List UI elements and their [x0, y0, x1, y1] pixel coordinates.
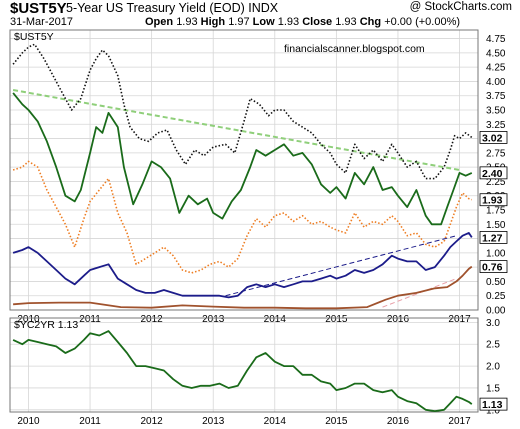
close-label: Close [302, 16, 333, 28]
lower-y-tick-label: 3.0 [486, 318, 500, 329]
lower-x-tick-label: 2013 [202, 416, 225, 427]
main-y-tick-label: 0.25 [486, 291, 506, 302]
lower-x-tick-label: 2015 [325, 416, 348, 427]
main-y-tick-label: 2.25 [486, 177, 506, 188]
end-value-label: 0.76 [482, 262, 503, 274]
end-value-box [479, 193, 508, 207]
lower-y-tick-label: 2.5 [486, 340, 500, 351]
date-label: 31-Mar-2017 [10, 16, 73, 28]
end-value-label: 1.93 [482, 195, 503, 207]
open-label: Open [145, 16, 174, 28]
high-value: 1.97 [228, 16, 250, 28]
copyright-text: @ StockCharts.com [409, 1, 512, 13]
main-y-tick-label: 1.50 [486, 220, 506, 231]
close-value: 1.93 [335, 16, 357, 28]
chg-label: Chg [359, 16, 382, 28]
series-line-black [12, 43, 473, 180]
lower-x-tick-label: 2014 [264, 416, 287, 427]
end-value-label: 1.27 [482, 232, 503, 244]
trendline-pink [382, 278, 457, 308]
main-y-tick-label: 4.00 [486, 77, 506, 88]
main-y-tick-label: 0.00 [486, 306, 506, 317]
lower-x-tick-label: 2010 [17, 416, 40, 427]
main-y-tick-label: 1.75 [486, 206, 506, 217]
lower-x-tick-label: 2011 [79, 416, 101, 427]
lower-x-tick-label: 2017 [448, 416, 471, 427]
main-y-tick-label: 1.00 [486, 248, 506, 259]
end-value-box [479, 131, 508, 144]
main-y-tick-label: 3.50 [486, 106, 506, 117]
trendline-light-green [12, 89, 460, 171]
exchange-text: INDX [248, 1, 279, 15]
symbol-title: $UST5Y [10, 0, 67, 17]
description-text: 5-Year US Treasury Yield (EOD) [66, 1, 245, 15]
series-line-green [12, 330, 473, 413]
end-value-box [479, 397, 508, 411]
end-value-label: 2.40 [482, 168, 503, 180]
chg-value: +0.00 (+0.00%) [384, 16, 461, 28]
main-frame [9, 29, 479, 311]
main-y-tick-label: 0.50 [486, 277, 506, 288]
lower-y-tick-label: 2.0 [486, 362, 500, 373]
end-value-label: 3.02 [482, 132, 503, 144]
series-line-orange [12, 160, 473, 274]
lower-frame [9, 317, 479, 413]
end-value-box [479, 231, 508, 244]
main-y-tick-label: 2.75 [486, 148, 506, 159]
main-panel-label: $UST5Y [14, 31, 54, 43]
lower-x-tick-label: 2016 [387, 416, 410, 427]
series-line-green [12, 92, 473, 226]
lower-panel-label: $YC2YR 1.13 [14, 319, 78, 331]
lower-x-tick-label: 2012 [141, 416, 164, 427]
main-y-tick-label: 4.25 [486, 63, 506, 74]
end-value-box [479, 166, 508, 180]
low-value: 1.93 [277, 16, 300, 28]
low-label: Low [252, 16, 275, 28]
end-value-label: 1.13 [482, 399, 503, 411]
watermark-text: financialscanner.blogspot.com [284, 43, 425, 55]
series-line-navy [12, 231, 473, 299]
main-y-tick-label: 4.75 [486, 34, 506, 45]
main-y-tick-label: 3.25 [486, 120, 506, 131]
lower-y-tick-label: 1.0 [486, 405, 500, 416]
symbol-description: 5-Year US Treasury Yield (EOD) INDX [66, 1, 278, 15]
high-label: High [200, 16, 226, 28]
open-value: 1.93 [176, 16, 198, 28]
end-value-box [479, 260, 508, 273]
lower-y-tick-label: 1.5 [486, 383, 500, 394]
ohlc-readout: Open 1.93 High 1.97 Low 1.93 Close 1.93 … [145, 16, 460, 28]
series-line-brown [13, 265, 473, 310]
main-y-tick-label: 3.75 [486, 91, 506, 102]
main-y-tick-label: 4.50 [486, 48, 506, 59]
